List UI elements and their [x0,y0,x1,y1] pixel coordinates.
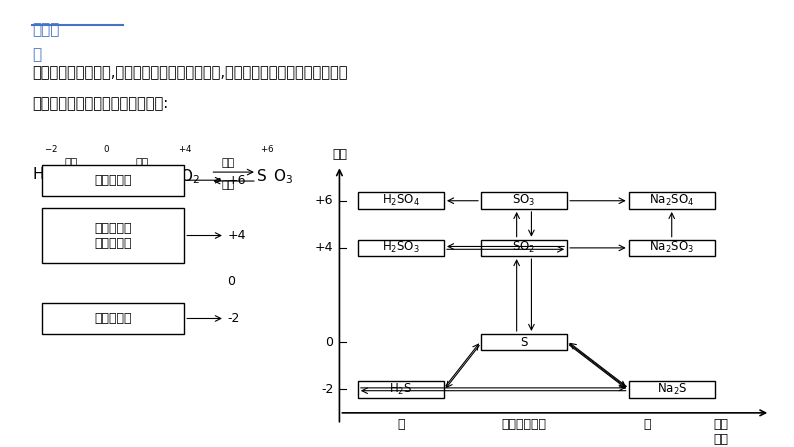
Bar [481,193,567,209]
Text: O$_3$: O$_3$ [273,167,293,186]
Text: $^{+4}$: $^{+4}$ [178,145,193,159]
Bar [42,303,184,334]
Bar [42,208,184,263]
Text: SO$_3$: SO$_3$ [512,193,536,208]
Text: +4: +4 [227,229,246,242]
Bar [481,334,567,350]
Bar [358,240,444,256]
Text: Na$_2$S: Na$_2$S [657,382,687,397]
Text: 酸: 酸 [397,417,405,430]
Text: 物质
类别: 物质 类别 [714,417,728,446]
Text: Na$_2$SO$_4$: Na$_2$SO$_4$ [649,193,695,208]
Text: 硫元素有多种化合物,并且硫元素的化合价又多变,运用氧化还原反应的原理来认识: 硫元素有多种化合物,并且硫元素的化合价又多变,运用氧化还原反应的原理来认识 [32,65,347,80]
Text: 只有氧化性: 只有氧化性 [94,174,132,187]
Text: Na$_2$SO$_3$: Na$_2$SO$_3$ [649,240,694,255]
Text: +6: +6 [314,194,333,207]
Text: $^{0}$: $^{0}$ [103,145,110,159]
Text: 还原: 还原 [222,181,235,190]
Bar [629,193,715,209]
Text: 0: 0 [227,275,235,288]
Text: 还原: 还原 [64,181,78,190]
Text: $^{-2}$: $^{-2}$ [44,145,59,159]
Text: 还原: 还原 [136,181,149,190]
Text: 单质或氧化物: 单质或氧化物 [502,417,546,430]
Bar [481,240,567,256]
Text: H$_2$S: H$_2$S [32,165,61,184]
Text: 价态: 价态 [332,148,347,160]
Bar [358,381,444,397]
Text: 氧化: 氧化 [136,158,149,168]
Text: 氧化: 氧化 [222,158,235,168]
Text: 氧化: 氧化 [64,158,78,168]
Text: -2: -2 [227,312,240,325]
Text: 0: 0 [326,336,333,349]
Text: S: S [100,169,110,184]
Text: S: S [520,336,528,349]
Text: -2: -2 [321,383,333,396]
Text: 既有氧化性
又有还原性: 既有氧化性 又有还原性 [94,222,132,249]
Text: H$_2$SO$_3$: H$_2$SO$_3$ [382,240,420,255]
Text: 和分析不同价态硫之间的相互转化:: 和分析不同价态硫之间的相互转化: [32,96,168,111]
Text: 盐: 盐 [643,417,651,430]
Text: $^{+6}$: $^{+6}$ [260,145,275,159]
Text: H$_2$SO$_4$: H$_2$SO$_4$ [382,193,420,208]
Text: 顾: 顾 [32,47,40,62]
Text: H$_2$S: H$_2$S [389,382,413,397]
Text: +6: +6 [227,174,246,187]
Bar [629,240,715,256]
Bar [629,381,715,397]
Bar [42,165,184,196]
Text: SO$_2$: SO$_2$ [512,240,536,255]
Text: +4: +4 [314,241,333,254]
Text: SO$_2$: SO$_2$ [172,167,201,186]
Text: S: S [257,169,267,184]
Text: 只有还原性: 只有还原性 [94,312,132,325]
Bar [358,193,444,209]
Text: 知识回: 知识回 [32,22,59,38]
